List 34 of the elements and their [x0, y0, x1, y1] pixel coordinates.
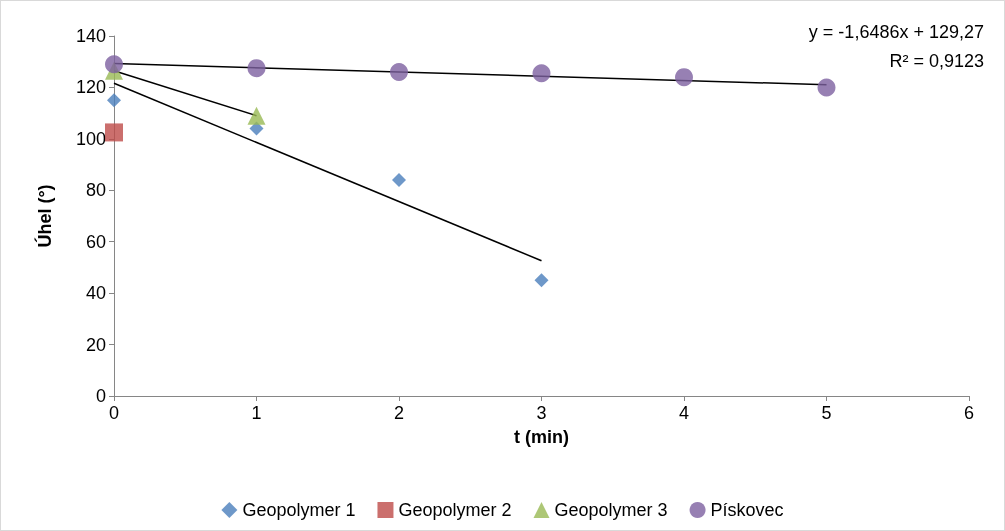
- point: [105, 123, 123, 142]
- legend-label: Geopolymer 3: [554, 500, 668, 520]
- point: [247, 59, 266, 78]
- y-tick-label: 80: [85, 180, 106, 201]
- legend-label: Pískovec: [710, 500, 784, 520]
- x-tick-label: 2: [393, 403, 405, 423]
- point: [675, 68, 693, 87]
- y-tick-label: 100: [75, 128, 106, 149]
- point: [532, 64, 551, 83]
- x-tick-label: 5: [821, 403, 832, 423]
- y-tick-label: 120: [75, 77, 106, 98]
- y-tick-label: 140: [75, 26, 106, 46]
- y-axis-title: Úhel (°): [34, 184, 55, 248]
- x-tick-label: 4: [678, 403, 690, 423]
- y-tick-label: 0: [95, 386, 106, 406]
- point: [390, 63, 408, 81]
- annotation: R² = 0,9123: [889, 51, 984, 71]
- legend-label: Geopolymer 2: [398, 500, 512, 520]
- point: [392, 173, 406, 187]
- x-tick-label: 1: [251, 403, 262, 423]
- legend-label: Geopolymer 1: [242, 500, 356, 520]
- y-tick-label: 20: [85, 334, 106, 355]
- annotation: y = -1,6486x + 129,27: [808, 22, 984, 42]
- y-tick-label: 60: [85, 231, 106, 252]
- x-tick-label: 3: [536, 403, 547, 423]
- x-tick-label: 6: [963, 403, 975, 423]
- point: [105, 55, 123, 74]
- point: [817, 78, 836, 97]
- y-tick-label: 40: [85, 283, 106, 304]
- x-tick-label: 0: [108, 403, 120, 423]
- point: [534, 273, 549, 288]
- point: [247, 106, 266, 125]
- x-axis-title: t (min): [514, 427, 569, 447]
- point: [107, 93, 121, 108]
